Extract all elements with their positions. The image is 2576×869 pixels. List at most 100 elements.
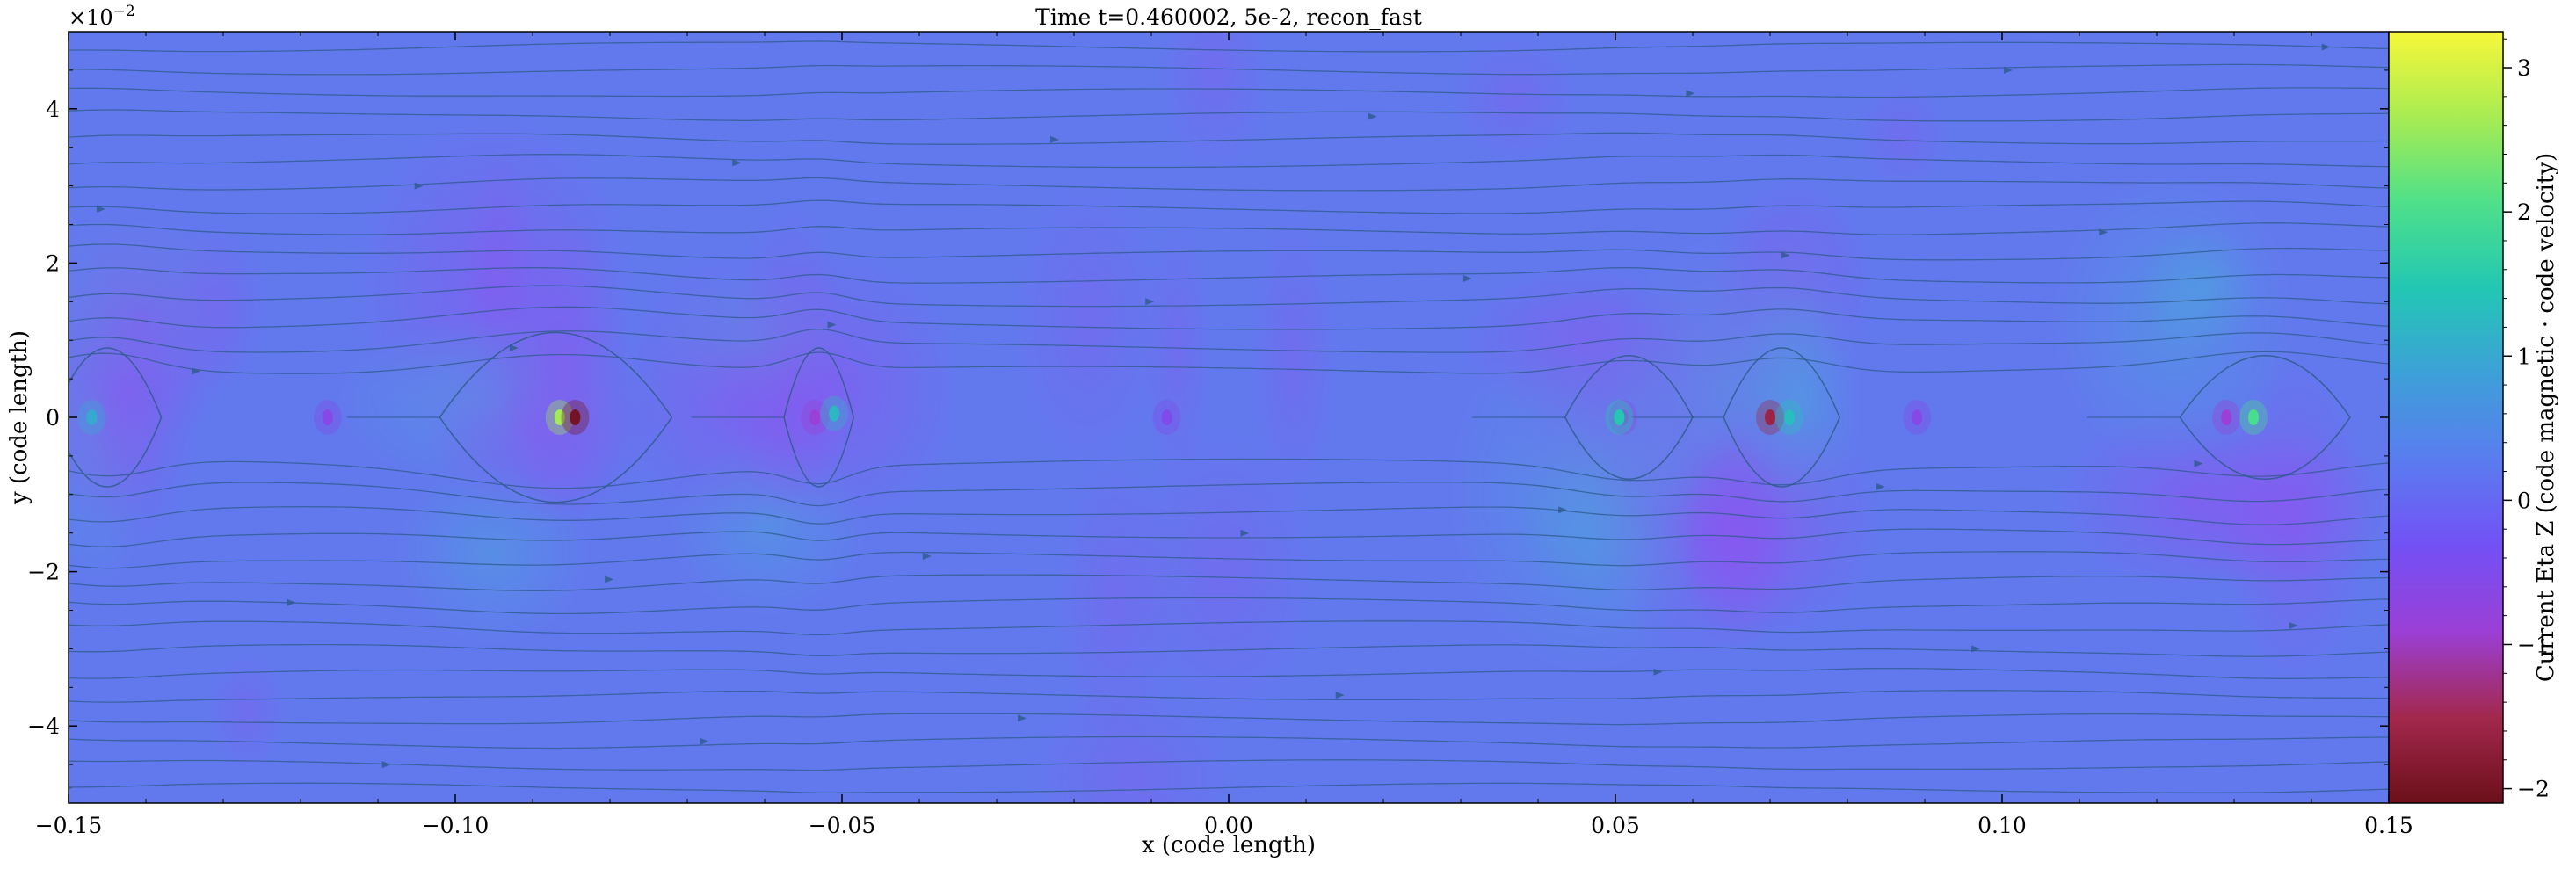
hotspot [2221, 409, 2232, 425]
y-multiplier: ×10−2 [69, 3, 135, 30]
streamline [69, 351, 2389, 374]
streamline [69, 154, 2389, 169]
streamline-arrow [922, 553, 932, 561]
streamline-arrow [509, 344, 519, 351]
x-tick-label: 0.10 [1977, 813, 2027, 838]
streamline-arrow [1335, 692, 1345, 699]
plot-area [69, 32, 2389, 803]
streamline [69, 63, 2389, 76]
streamline [69, 482, 2389, 507]
x-tick-label: −0.15 [35, 813, 103, 838]
hotspot [1784, 409, 1795, 425]
streamline-arrow [381, 761, 391, 769]
y-tick-label: 4 [46, 97, 60, 122]
hotspot [322, 409, 333, 425]
hotspot [1912, 409, 1923, 425]
y-tick-label: −2 [27, 560, 60, 585]
streamline-arrow [1018, 714, 1027, 722]
hotspot [809, 409, 821, 425]
y-tick-label: 0 [46, 405, 60, 431]
x-axis: −0.15 −0.10 −0.05 0.00 0.05 0.10 0.15 [35, 32, 2413, 838]
streamline [69, 40, 2389, 53]
field-blob [1675, 434, 1789, 616]
x-tick-label: 0.00 [1204, 813, 1253, 838]
streamline-arrow [1971, 645, 1981, 653]
field-blob [613, 251, 850, 534]
hotspot [1765, 409, 1775, 425]
streamline [69, 551, 2389, 569]
x-tick-label: −0.05 [809, 813, 876, 838]
streamline [69, 667, 2389, 679]
streamline-arrow [1686, 90, 1695, 98]
y-tick-label: 2 [46, 250, 60, 276]
island-loop [783, 347, 854, 488]
field-blob [2137, 431, 2389, 590]
colorbar-axis: −2 −1 0 1 2 3 [2503, 38, 2550, 802]
streamline [69, 735, 2389, 750]
streamline-arrow [1653, 668, 1663, 676]
colorbar-tick-label: 2 [2517, 199, 2531, 225]
streamline [69, 643, 2389, 657]
streamline [69, 285, 2389, 308]
streamline-arrow [414, 182, 424, 190]
field-blob [1125, 424, 1321, 723]
colorbar [2388, 31, 2504, 804]
streamline [69, 177, 2389, 192]
streamline-arrow [96, 205, 105, 213]
streamline-arrow [605, 576, 614, 583]
streamline-arrow [827, 321, 837, 329]
field-texture [69, 32, 2389, 803]
x-tick-label: −0.10 [422, 813, 490, 838]
streamline-arrow [287, 598, 296, 606]
x-axis-label: x (code length) [1142, 832, 1316, 858]
streamline [69, 87, 2389, 98]
hotspot [554, 409, 565, 425]
colorbar-tick-label: −1 [2517, 632, 2550, 657]
colorbar-tick-label: −2 [2517, 777, 2550, 802]
streamline [69, 782, 2389, 794]
field-blob [163, 221, 271, 390]
y-axis: −4 −2 0 2 4 [27, 31, 2389, 804]
streamline [69, 132, 2389, 145]
hotspot [570, 409, 581, 425]
magnetic-islands [69, 331, 2351, 503]
streamline-arrow [1462, 274, 1472, 282]
streamline-arrow [2289, 622, 2298, 630]
hotspot [2248, 409, 2259, 425]
streamline-arrow [2004, 66, 2014, 74]
field-blob [1449, 33, 1584, 163]
island-loop [2179, 355, 2351, 480]
streamline-arrow [192, 367, 201, 375]
streamline [69, 458, 2389, 489]
streamline-arrow [69, 786, 73, 790]
island-loop [1723, 347, 1841, 488]
colorbar-tick-label: 3 [2517, 55, 2531, 81]
field-blob [1027, 681, 1237, 803]
streamline [69, 199, 2389, 214]
chart-title: Time t=0.460002, 5e-2, recon_fast [1035, 4, 1422, 30]
hotspot [86, 409, 98, 425]
current-hotspots [77, 395, 2268, 435]
streamline [69, 713, 2389, 726]
streamline [69, 574, 2389, 591]
streamline [69, 306, 2389, 330]
field-blob [206, 651, 290, 771]
streamline [69, 528, 2389, 547]
streamline-arrow [700, 737, 709, 745]
streamline-arrow [732, 159, 742, 167]
x-tick-label: 0.05 [1591, 813, 1640, 838]
streamline-arrow [2321, 43, 2331, 51]
field-blob [463, 149, 539, 382]
hotspot [829, 405, 840, 422]
hotspot [1161, 409, 1172, 425]
streamline-arrow [1781, 251, 1790, 259]
streamline-arrow [1558, 506, 1568, 514]
field-blob [2140, 223, 2262, 351]
streamline [69, 620, 2389, 636]
hotspot [1614, 409, 1625, 425]
field-blob [1498, 292, 1712, 541]
colorbar-tick-label: 1 [2517, 344, 2531, 369]
island-loop [69, 347, 163, 488]
field-blob [1854, 83, 1951, 191]
